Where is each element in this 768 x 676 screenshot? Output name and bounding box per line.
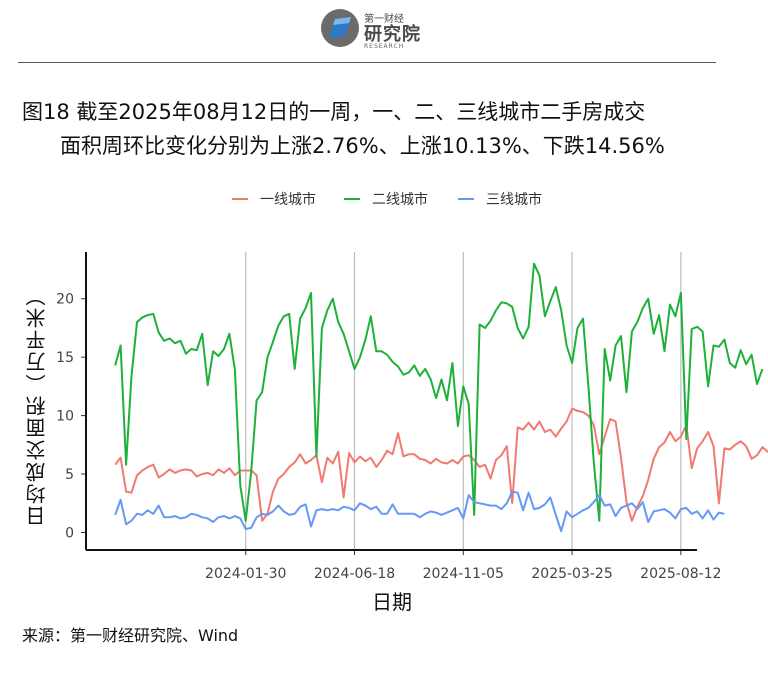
legend-label-tier2: 二线城市 bbox=[372, 192, 428, 208]
series-line-2 bbox=[114, 262, 764, 522]
y-axis-title: 日均成交面积（万平米） bbox=[25, 284, 49, 526]
y-tick-label: 0 bbox=[65, 525, 74, 541]
logo-main-text: 研究院 bbox=[364, 24, 421, 45]
series-line-1 bbox=[114, 407, 768, 522]
legend-swatch-tier2 bbox=[344, 198, 360, 200]
y-tick-label: 20 bbox=[56, 292, 74, 308]
legend-label-tier3: 三线城市 bbox=[486, 192, 542, 208]
x-tick-label: 2024-01-30 bbox=[205, 566, 286, 582]
chart-title-line2: 面积周环比变化分别为上涨2.76%、上涨10.13%、下跌14.56% bbox=[60, 134, 665, 158]
logo-emblem-icon bbox=[321, 9, 359, 47]
x-tick-label: 2025-03-25 bbox=[531, 566, 612, 582]
chart-title-line1: 图18 截至2025年08月12日的一周，一、二、三线城市二手房成交 bbox=[22, 100, 646, 124]
source-note: 来源：第一财经研究院、Wind bbox=[22, 626, 239, 645]
logo-top-text: 第一财经 bbox=[364, 14, 404, 25]
x-axis-title: 日期 bbox=[372, 590, 412, 614]
series-line-3 bbox=[114, 490, 725, 533]
y-tick-label: 10 bbox=[56, 409, 74, 425]
legend-swatch-tier3 bbox=[458, 198, 474, 200]
x-tick-label: 2024-06-18 bbox=[314, 566, 395, 582]
x-tick-label: 2024-11-05 bbox=[423, 566, 504, 582]
x-tick-label: 2025-08-12 bbox=[640, 566, 721, 582]
header-divider bbox=[18, 62, 716, 63]
logo-sub-text: RESEARCH bbox=[364, 43, 405, 50]
legend-swatch-tier1 bbox=[232, 198, 248, 200]
legend-label-tier1: 一线城市 bbox=[260, 192, 316, 208]
y-tick-label: 15 bbox=[56, 350, 74, 366]
y-tick-label: 5 bbox=[65, 467, 74, 483]
brand-logo: 第一财经 研究院 RESEARCH bbox=[320, 4, 430, 52]
